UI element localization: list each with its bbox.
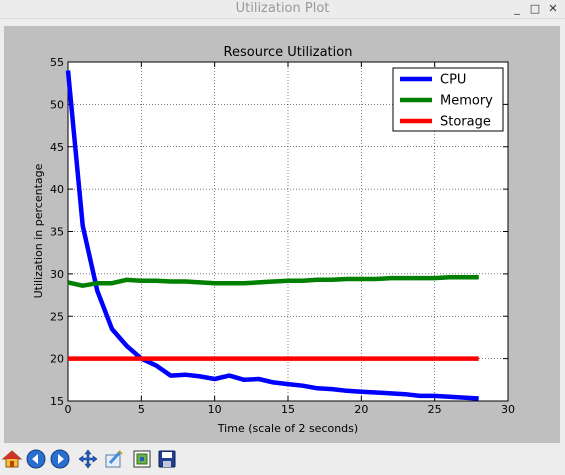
x-axis-label: Time (scale of 2 seconds)	[217, 422, 358, 435]
legend-label-memory: Memory	[440, 94, 493, 109]
home-button[interactable]	[2, 449, 24, 471]
y-tick-label: 15	[50, 395, 64, 408]
pan-icon	[78, 449, 98, 469]
x-tick-label: 30	[501, 403, 515, 416]
navigation-toolbar	[0, 446, 565, 475]
y-tick-label: 30	[50, 268, 64, 281]
save-icon	[158, 450, 176, 468]
window-titlebar: Utilization Plot _ □ ✕	[0, 0, 565, 19]
close-button[interactable]: ✕	[548, 2, 558, 15]
y-tick-label: 35	[50, 226, 64, 239]
series-line-cpu	[65, 70, 479, 401]
pan-button[interactable]	[78, 449, 100, 471]
x-tick-label: 5	[138, 403, 145, 416]
home-icon	[2, 450, 22, 468]
y-tick-label: 55	[50, 56, 64, 69]
y-tick-label: 50	[50, 98, 64, 111]
series-lines	[65, 70, 479, 401]
configure-subplots-icon	[133, 450, 151, 468]
y-tick-label: 25	[50, 310, 64, 323]
zoom-button[interactable]	[104, 449, 126, 471]
chart: 0 5 10 15 20 25 30 15 20 25 30 35 40 45 50 55 Resource …	[32, 45, 515, 435]
configure-subplots-button[interactable]	[132, 449, 154, 471]
x-tick-label: 20	[354, 403, 368, 416]
y-tick-label: 40	[50, 183, 64, 196]
legend: CPU Memory Storage	[392, 67, 504, 132]
forward-icon	[50, 449, 70, 469]
y-axis-label: Utilization in percentage	[32, 163, 45, 298]
legend-label-storage: Storage	[440, 115, 491, 130]
y-tick-label: 20	[50, 353, 64, 366]
back-button[interactable]	[26, 449, 48, 471]
figure-canvas: 0 5 10 15 20 25 30 15 20 25 30 35 40 45 50 55 Resource …	[4, 26, 560, 443]
x-tick-label: 0	[65, 403, 72, 416]
x-tick-label: 25	[428, 403, 442, 416]
series-line-memory	[67, 275, 479, 288]
axis-ticks: 0 5 10 15 20 25 30 15 20 25 30 35 40 45 50 55	[50, 56, 515, 416]
y-tick-label: 45	[50, 141, 64, 154]
zoom-icon	[105, 450, 123, 468]
x-tick-label: 15	[281, 403, 295, 416]
forward-button[interactable]	[50, 449, 72, 471]
x-tick-label: 10	[208, 403, 222, 416]
chart-title: Resource Utilization	[224, 45, 353, 60]
legend-label-cpu: CPU	[440, 73, 466, 88]
save-button[interactable]	[157, 449, 179, 471]
window-title: Utilization Plot	[235, 1, 330, 16]
maximize-button[interactable]: □	[529, 2, 541, 15]
minimize-button[interactable]: _	[514, 2, 520, 15]
back-icon	[26, 449, 46, 469]
